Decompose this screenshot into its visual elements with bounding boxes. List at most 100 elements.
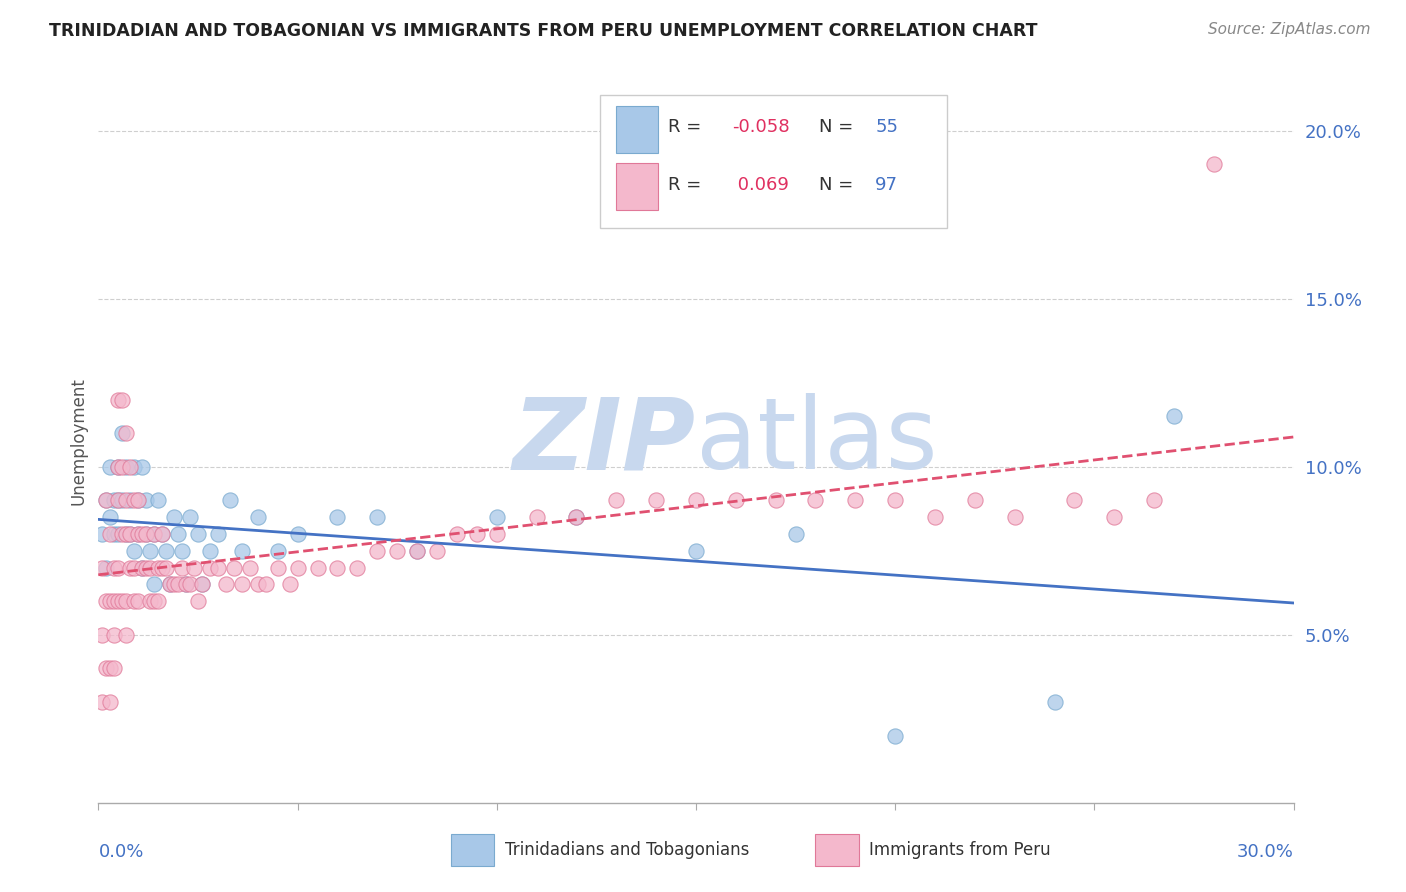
Point <box>1202 157 1225 171</box>
Point <box>91 527 114 541</box>
FancyBboxPatch shape <box>616 163 658 211</box>
Text: Immigrants from Peru: Immigrants from Peru <box>869 841 1050 859</box>
Text: ZIP: ZIP <box>513 393 696 490</box>
Point <box>183 560 205 574</box>
Point <box>127 493 149 508</box>
Point <box>174 577 197 591</box>
Text: -0.058: -0.058 <box>733 119 789 136</box>
Y-axis label: Unemployment: Unemployment <box>69 377 87 506</box>
Point <box>107 527 129 541</box>
FancyBboxPatch shape <box>815 834 859 865</box>
Point <box>215 577 238 591</box>
Point <box>111 459 134 474</box>
Point <box>98 594 122 608</box>
Point <box>239 560 262 574</box>
Point <box>124 459 146 474</box>
Point <box>685 543 707 558</box>
Point <box>326 510 349 524</box>
Point <box>804 493 827 508</box>
Point <box>526 510 548 524</box>
Point <box>115 459 138 474</box>
Point <box>135 560 157 574</box>
Point <box>366 543 388 558</box>
Point <box>1063 493 1085 508</box>
Point <box>884 493 907 508</box>
Point <box>366 510 388 524</box>
Point <box>120 527 142 541</box>
Point <box>143 527 166 541</box>
Point <box>148 594 170 608</box>
Point <box>103 661 125 675</box>
Point <box>167 577 190 591</box>
Point <box>222 560 245 574</box>
Point <box>163 510 186 524</box>
Point <box>148 493 170 508</box>
Point <box>103 594 125 608</box>
Point <box>724 493 747 508</box>
Point <box>765 493 787 508</box>
Point <box>107 459 129 474</box>
Point <box>172 560 194 574</box>
Text: N =: N = <box>820 176 859 194</box>
Text: Trinidadians and Tobagonians: Trinidadians and Tobagonians <box>505 841 749 859</box>
Point <box>267 543 290 558</box>
Point <box>131 560 153 574</box>
Text: 0.069: 0.069 <box>733 176 789 194</box>
Point <box>346 560 368 574</box>
Point <box>139 594 162 608</box>
Point <box>120 493 142 508</box>
Point <box>143 577 166 591</box>
Point <box>111 493 134 508</box>
Point <box>115 628 138 642</box>
Point <box>131 459 153 474</box>
Point <box>167 527 190 541</box>
FancyBboxPatch shape <box>451 834 494 865</box>
Point <box>287 527 309 541</box>
Point <box>115 493 138 508</box>
Text: R =: R = <box>668 119 707 136</box>
Point <box>150 527 173 541</box>
Point <box>135 493 157 508</box>
Point <box>103 527 125 541</box>
Point <box>287 560 309 574</box>
Point <box>485 510 508 524</box>
Point <box>485 527 508 541</box>
Point <box>91 695 114 709</box>
Text: 97: 97 <box>876 176 898 194</box>
Point <box>844 493 866 508</box>
Text: atlas: atlas <box>696 393 938 490</box>
Point <box>103 560 125 574</box>
Point <box>565 510 588 524</box>
Point <box>96 493 118 508</box>
Point <box>172 543 194 558</box>
Point <box>231 577 253 591</box>
Point <box>179 577 201 591</box>
Text: 0.0%: 0.0% <box>98 843 143 861</box>
Point <box>115 594 138 608</box>
Point <box>174 577 197 591</box>
Point <box>96 594 118 608</box>
Point <box>98 695 122 709</box>
Point <box>96 493 118 508</box>
Point <box>884 729 907 743</box>
Point <box>115 527 138 541</box>
Point <box>98 510 122 524</box>
Point <box>159 577 181 591</box>
Point <box>96 560 118 574</box>
Point <box>107 459 129 474</box>
Point <box>107 594 129 608</box>
Point <box>103 628 125 642</box>
Point <box>1163 409 1185 424</box>
Point <box>191 577 214 591</box>
Point <box>111 426 134 441</box>
Point <box>120 527 142 541</box>
Point <box>91 560 114 574</box>
Point <box>406 543 429 558</box>
Point <box>127 493 149 508</box>
Point <box>124 560 146 574</box>
Point <box>1043 695 1066 709</box>
Point <box>135 527 157 541</box>
Point <box>155 560 177 574</box>
Point <box>135 527 157 541</box>
Point <box>1104 510 1126 524</box>
